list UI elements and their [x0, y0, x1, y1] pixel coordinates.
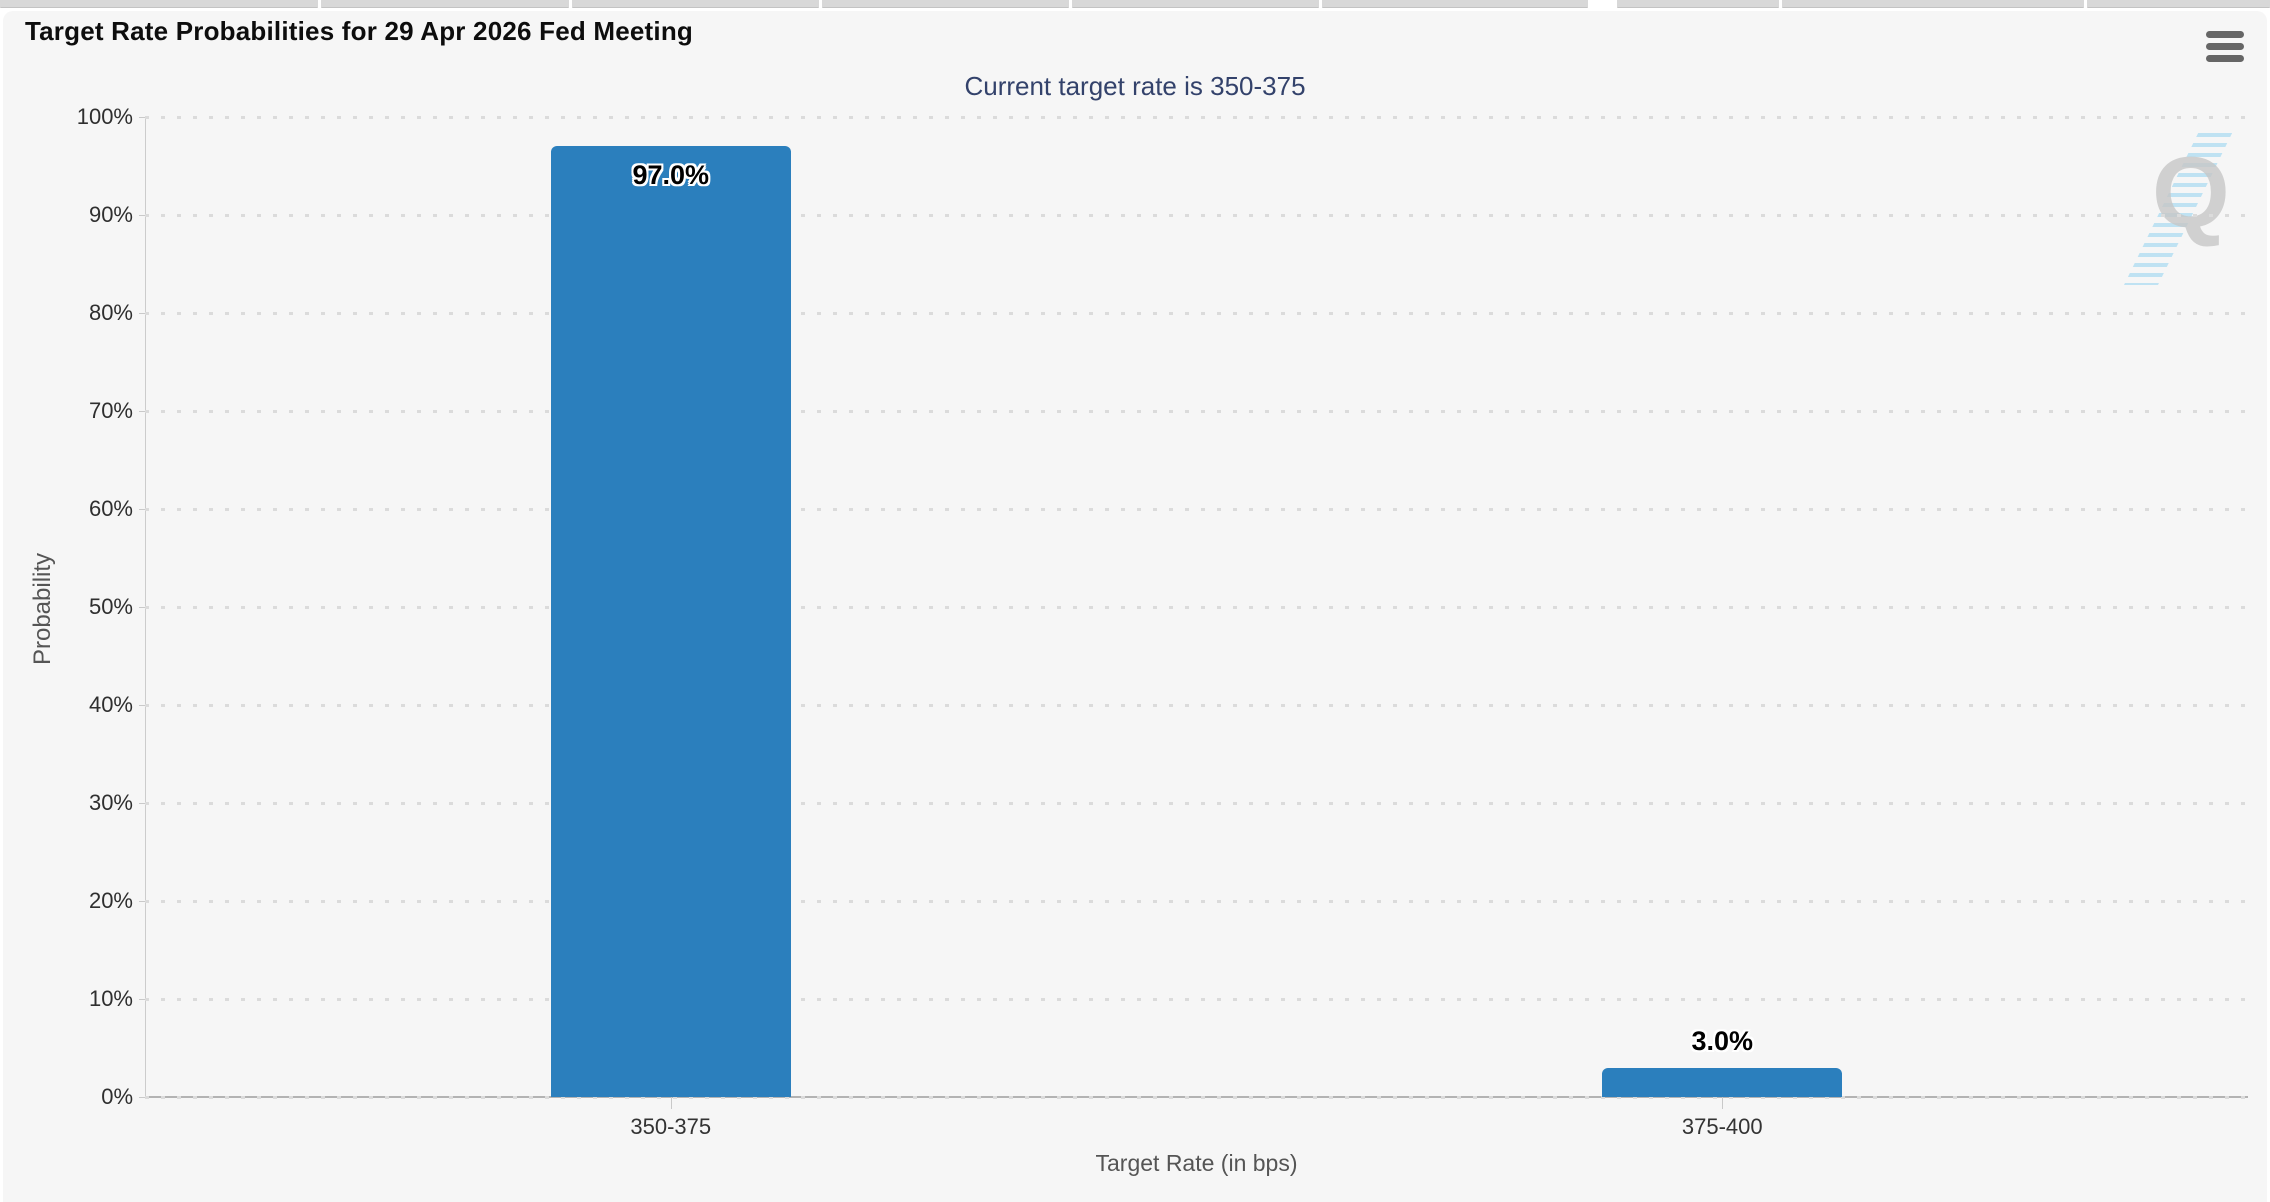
- tab-strip-segment[interactable]: [1782, 0, 2084, 8]
- y-gridline: [145, 998, 2248, 1001]
- tab-strip-segment[interactable]: [822, 0, 1069, 8]
- x-axis-title: Target Rate (in bps): [1095, 1150, 1298, 1176]
- chart-title: Target Rate Probabilities for 29 Apr 202…: [25, 16, 693, 46]
- y-axis-tick-label: 90%: [88, 202, 133, 227]
- y-axis-tick-label: 100%: [76, 104, 133, 129]
- y-axis-tick-label: 80%: [88, 300, 133, 325]
- y-gridline: [145, 214, 2248, 217]
- y-axis-tick: [139, 705, 145, 706]
- probability-bar[interactable]: [1602, 1067, 1843, 1097]
- y-gridline: [145, 900, 2248, 903]
- bar-value-label: 97.0%: [632, 160, 710, 191]
- y-axis-tick-label: 0%: [101, 1084, 133, 1109]
- y-axis-tick-label: 60%: [88, 496, 133, 521]
- tab-strip-segment[interactable]: [572, 0, 819, 8]
- y-axis-tick-label: 50%: [88, 594, 133, 619]
- y-axis-tick: [139, 803, 145, 804]
- y-gridline: [145, 704, 2248, 707]
- tab-strip-segment[interactable]: [1072, 0, 1319, 8]
- y-axis-tick-label: 30%: [88, 790, 133, 815]
- x-axis-category-label: 375-400: [1681, 1114, 1763, 1139]
- hamburger-icon: [2206, 31, 2244, 62]
- y-axis-tick: [139, 1097, 145, 1098]
- y-gridline: [145, 410, 2248, 413]
- y-axis-tick-label: 40%: [88, 692, 133, 717]
- x-axis-dotted-overlay: [145, 1096, 2248, 1099]
- tab-strip-segment[interactable]: [1322, 0, 1588, 8]
- quikstrike-watermark: Q: [2110, 125, 2240, 290]
- y-axis-tick: [139, 215, 145, 216]
- y-axis-tick: [139, 313, 145, 314]
- y-gridline: [145, 508, 2248, 511]
- chart-subtitle: Current target rate is 350-375: [964, 71, 1306, 101]
- bar-value-label: 3.0%: [1691, 1025, 1754, 1056]
- watermark-q-letter: Q: [2152, 137, 2230, 249]
- x-axis-tick: [670, 1097, 672, 1109]
- y-axis-tick: [139, 901, 145, 902]
- y-gridline: [145, 606, 2248, 609]
- y-axis-tick: [139, 411, 145, 412]
- y-gridline: [145, 802, 2248, 805]
- x-axis-tick: [1722, 1097, 1724, 1109]
- probability-bar[interactable]: [550, 146, 791, 1097]
- tab-strip-segment[interactable]: [321, 0, 569, 8]
- tab-strip-segment[interactable]: [0, 0, 318, 8]
- watermark-hatch-stripes: [2124, 133, 2233, 285]
- y-axis-tick: [139, 509, 145, 510]
- y-axis-tick: [139, 607, 145, 608]
- y-gridline: [145, 116, 2248, 119]
- y-axis-tick-label: 10%: [88, 986, 133, 1011]
- chart-context-menu-button[interactable]: [2206, 31, 2244, 64]
- y-axis-tick: [139, 117, 145, 118]
- y-axis-tick-label: 70%: [88, 398, 133, 423]
- y-axis-tick-label: 20%: [88, 888, 133, 913]
- y-axis-tick: [139, 999, 145, 1000]
- tab-strip-segment[interactable]: [1617, 0, 1779, 8]
- x-axis-category-label: 350-375: [630, 1114, 712, 1139]
- tab-strip-segment[interactable]: [2087, 0, 2270, 8]
- y-gridline: [145, 312, 2248, 315]
- top-tab-strip: [0, 0, 2270, 8]
